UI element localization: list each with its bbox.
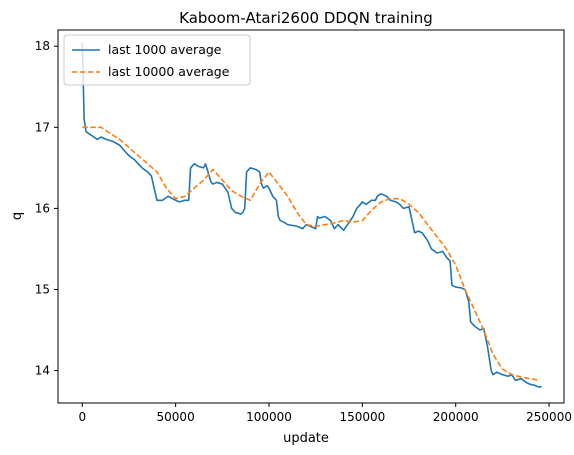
x-axis: 0 50000 100000 150000 200000 250000	[78, 403, 572, 424]
legend-label-last-1000-average: last 1000 average	[108, 42, 222, 57]
y-tick-label: 17	[35, 120, 50, 134]
y-axis: 14 15 16 17 18	[35, 39, 58, 378]
legend: last 1000 average last 10000 average	[63, 34, 251, 86]
y-tick-label: 16	[35, 201, 50, 215]
y-tick-label: 14	[35, 364, 50, 378]
x-tick-label: 150000	[339, 410, 385, 424]
series-layer	[81, 42, 542, 388]
series-line-last-10000-average	[82, 126, 540, 382]
x-tick-label: 0	[78, 410, 86, 424]
legend-label-last-10000-average: last 10000 average	[108, 64, 230, 79]
x-tick-label: 250000	[526, 410, 572, 424]
chart-title: Kaboom-Atari2600 DDQN training	[179, 9, 433, 27]
y-tick-label: 18	[35, 39, 50, 53]
y-axis-label: q	[10, 212, 25, 220]
y-tick-label: 15	[35, 282, 50, 296]
x-axis-label: update	[283, 431, 329, 446]
x-tick-label: 200000	[433, 410, 479, 424]
x-tick-label: 100000	[246, 410, 292, 424]
x-tick-label: 50000	[157, 410, 195, 424]
legend-box	[63, 34, 251, 86]
plot-area	[57, 29, 565, 404]
